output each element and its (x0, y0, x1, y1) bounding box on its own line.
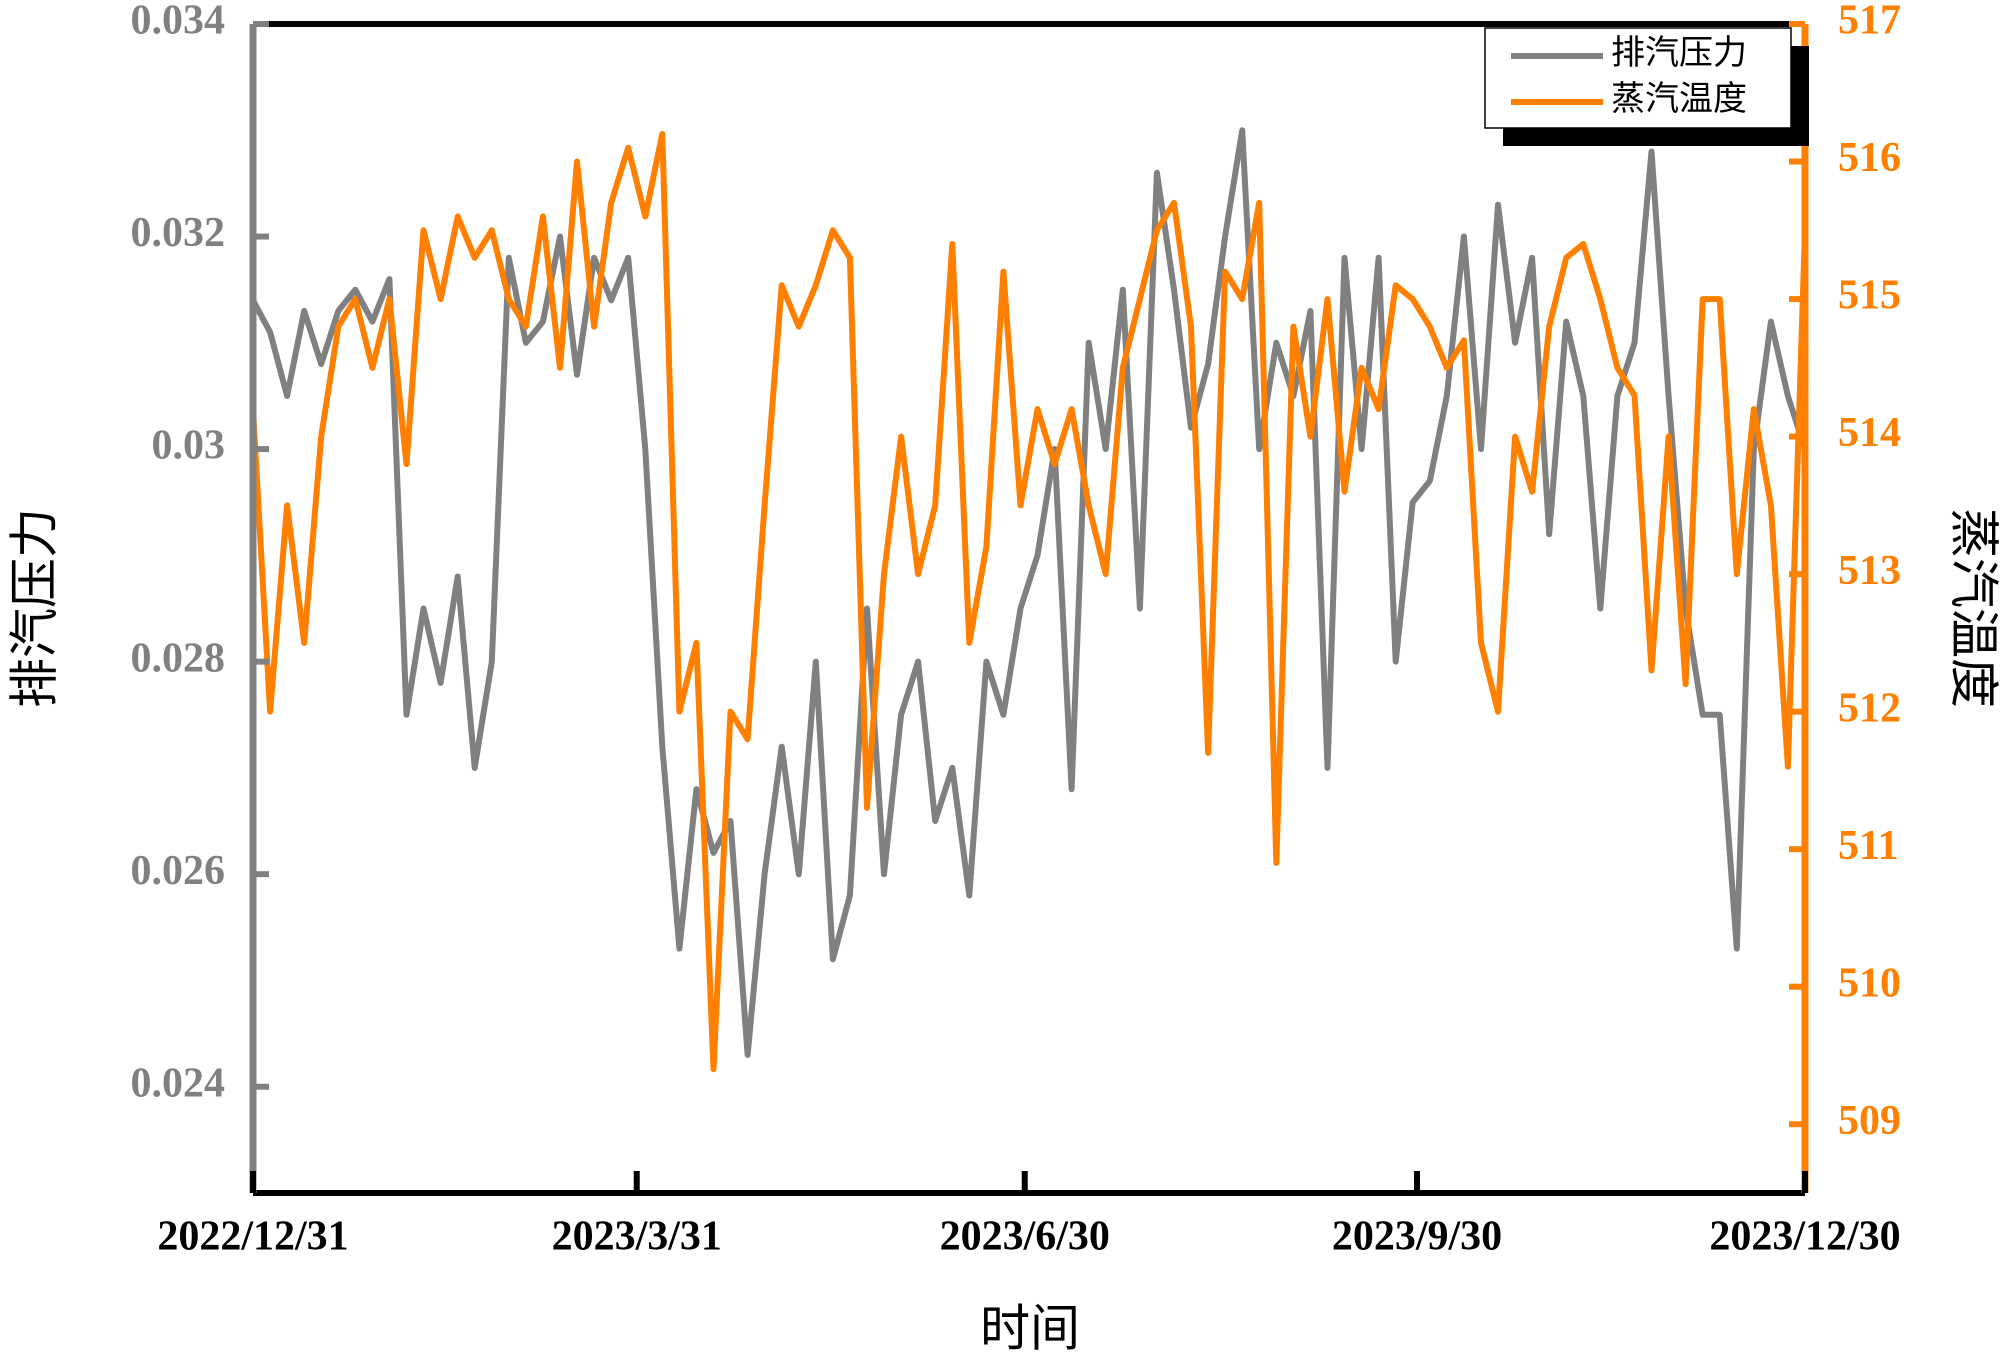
x-axis-label: 时间 (980, 1300, 1080, 1356)
y-tick-label: 0.024 (131, 1060, 226, 1106)
y-tick-label: 0.032 (131, 210, 226, 256)
y2-tick-label: 517 (1838, 0, 1901, 44)
y2-tick-label: 509 (1838, 1098, 1901, 1144)
legend-box (1484, 27, 1792, 129)
y2-tick-label: 516 (1838, 135, 1901, 181)
series-line (250, 127, 1808, 1058)
y2-tick-label: 511 (1838, 823, 1899, 869)
y-tick-label: 0.03 (152, 423, 226, 469)
legend-label: 排汽压力 (1611, 34, 1747, 72)
y2-tick-label: 510 (1838, 960, 1901, 1006)
x-tick-label: 2023/6/30 (940, 1214, 1110, 1260)
y2-tick-label: 515 (1838, 273, 1901, 319)
y-tick-label: 0.034 (131, 0, 226, 44)
x-tick-label: 2023/3/31 (552, 1214, 722, 1260)
y-tick-label: 0.028 (131, 635, 226, 681)
series-line (250, 131, 1808, 1073)
y-axis-label: 排汽压力 (6, 508, 62, 708)
y2-tick-label: 512 (1838, 685, 1901, 731)
y2-tick-label: 513 (1838, 548, 1901, 594)
y-tick-label: 0.026 (131, 848, 226, 894)
y2-axis-label: 蒸汽温度 (1946, 508, 2000, 708)
legend-label: 蒸汽温度 (1611, 80, 1747, 118)
x-tick-label: 2022/12/31 (157, 1214, 348, 1260)
x-tick-label: 2023/12/30 (1709, 1214, 1900, 1260)
y2-tick-label: 514 (1838, 410, 1901, 456)
x-tick-label: 2023/9/30 (1332, 1214, 1502, 1260)
